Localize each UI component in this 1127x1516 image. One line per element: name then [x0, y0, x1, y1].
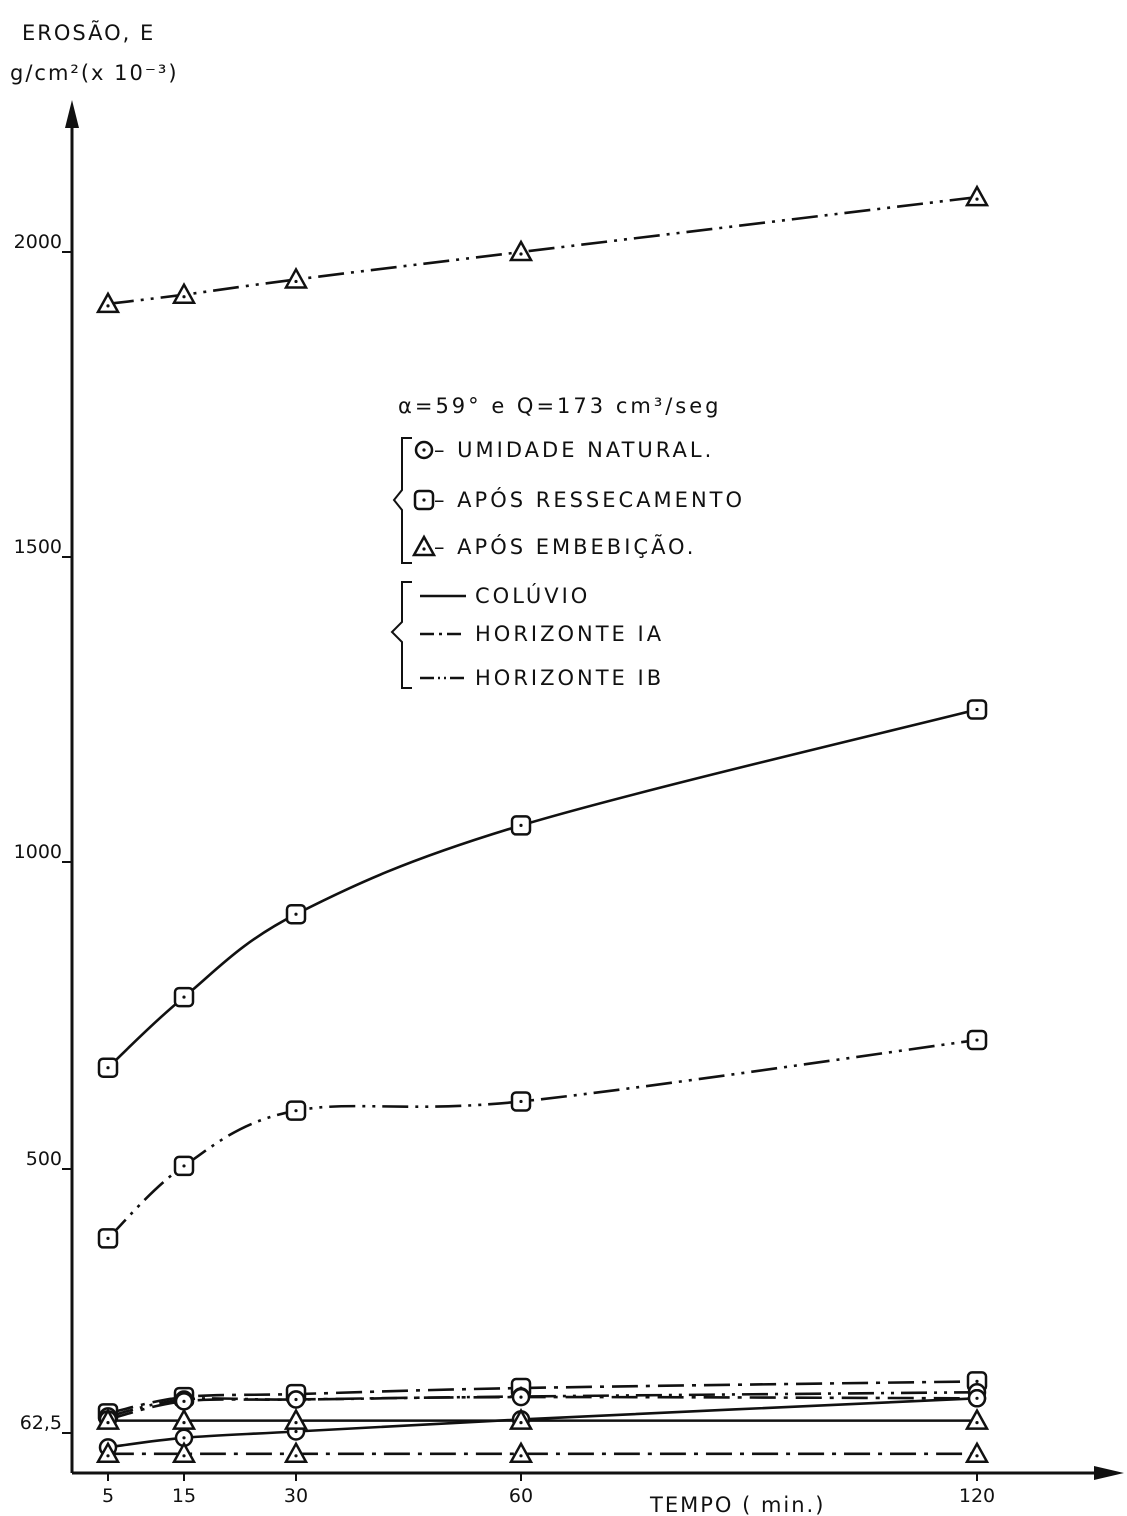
legend-line-label-2: HORIZONTE IB	[475, 666, 664, 690]
y-tick-label: 1000	[14, 841, 62, 863]
legend: α=59° e Q=173 cm³/seg – UMIDADE NATURAL.…	[390, 394, 745, 690]
legend-marker-label-0: – UMIDADE NATURAL.	[434, 438, 714, 462]
data-point-6-4	[967, 1389, 987, 1408]
series-line-5	[107, 1395, 978, 1421]
series-line-3	[107, 1380, 978, 1415]
markers-group	[95, 184, 990, 1464]
series-line-0	[107, 195, 978, 306]
legend-marker-icons	[411, 440, 437, 557]
ticks-group: 62,5 500 1000 1500 2000 5 15 30 60 120	[14, 231, 995, 1507]
y-axis-arrow	[65, 100, 79, 128]
legend-marker-label-1: – APÓS RESSECAMENTO	[434, 487, 745, 512]
data-point-2-0	[97, 1228, 119, 1249]
data-point-8-3	[508, 1441, 534, 1464]
legend-line-brace	[390, 581, 412, 689]
y-tick-label: 500	[26, 1148, 62, 1170]
data-point-0-1	[171, 282, 197, 304]
data-point-7-3	[508, 1408, 534, 1430]
data-point-8-0	[95, 1441, 121, 1464]
data-point-1-4	[966, 699, 988, 720]
data-point-2-2	[285, 1100, 307, 1121]
y-tick-label: 1500	[14, 536, 62, 558]
data-point-8-1	[171, 1441, 197, 1464]
data-point-2-4	[966, 1029, 988, 1051]
data-point-5-3	[511, 1387, 531, 1407]
data-point-0-3	[508, 239, 534, 262]
series-line-2	[107, 1038, 978, 1240]
data-point-2-3	[510, 1091, 532, 1112]
legend-line-label-0: COLÚVIO	[475, 583, 590, 608]
data-point-7-1	[171, 1408, 197, 1430]
data-point-0-0	[95, 291, 121, 314]
legend-line-samples	[420, 594, 466, 680]
legend-marker-triangle-dot-icon	[411, 534, 437, 557]
data-point-8-2	[283, 1441, 309, 1464]
data-point-1-1	[173, 986, 195, 1008]
legend-marker-square-dot-icon	[413, 489, 435, 511]
legend-line-label-1: HORIZONTE IA	[475, 622, 664, 646]
data-point-7-4	[964, 1408, 990, 1430]
data-point-5-2	[286, 1390, 306, 1409]
x-axis-arrow	[1094, 1466, 1124, 1480]
x-tick-label: 30	[284, 1485, 308, 1507]
data-point-7-0	[95, 1408, 121, 1430]
data-point-1-0	[97, 1057, 119, 1078]
legend-marker-circle-dot-icon	[414, 440, 434, 460]
x-tick-label: 5	[102, 1485, 114, 1507]
series-line-1	[107, 708, 978, 1069]
y-axis-title-line1: EROSÃO, E	[22, 19, 155, 45]
data-point-7-2	[283, 1408, 309, 1430]
data-point-0-4	[964, 184, 990, 207]
series-line-6	[107, 1397, 978, 1449]
data-point-0-2	[283, 266, 309, 289]
x-tick-label: 15	[172, 1485, 196, 1507]
legend-marker-brace	[392, 437, 412, 564]
data-point-8-4	[964, 1441, 990, 1464]
x-tick-label: 60	[509, 1485, 533, 1507]
legend-marker-label-2: – APÓS EMBEBIÇÃO.	[434, 533, 696, 559]
y-tick-label: 2000	[14, 231, 62, 253]
series-group	[107, 195, 978, 1456]
legend-condition: α=59° e Q=173 cm³/seg	[398, 394, 722, 418]
x-axis-title: TEMPO ( min.)	[649, 1493, 825, 1516]
data-point-2-1	[173, 1155, 195, 1177]
y-tick-label: 62,5	[20, 1412, 62, 1434]
data-point-5-1	[174, 1392, 194, 1411]
data-point-1-2	[285, 903, 307, 925]
y-axis-title-line2: g/cm²(x 10⁻³)	[10, 61, 179, 85]
data-point-1-3	[510, 815, 532, 836]
x-tick-label: 120	[959, 1485, 995, 1507]
